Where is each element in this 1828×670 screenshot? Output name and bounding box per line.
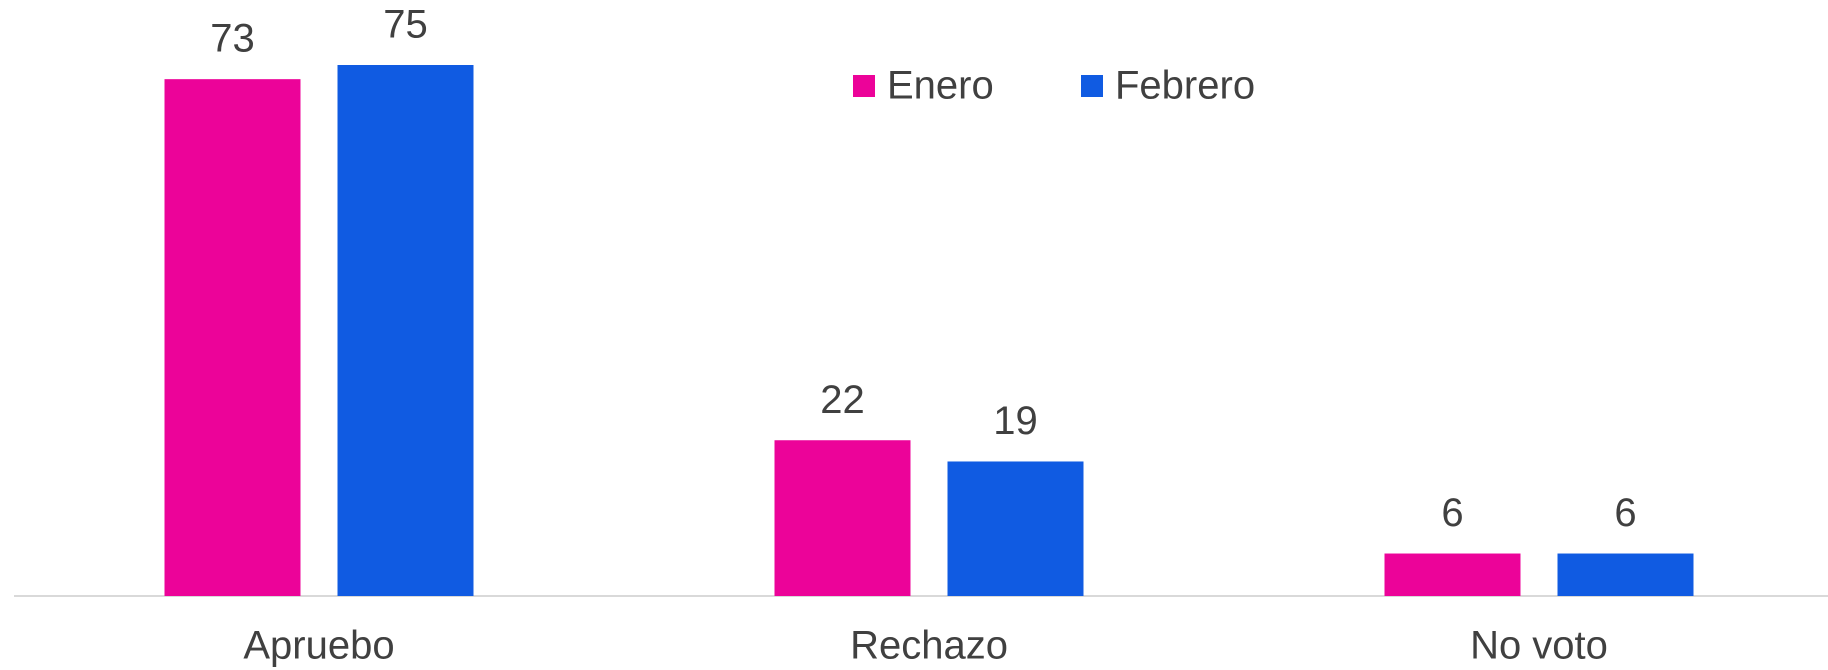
x-tick-label: Apruebo [243,624,394,668]
bar [1557,553,1694,596]
legend-swatch [1081,75,1103,97]
bar [164,79,301,596]
data-label: 22 [820,378,865,422]
data-label: 6 [1441,491,1463,535]
data-label: 73 [210,17,255,61]
x-tick-label: No voto [1470,624,1608,668]
data-label: 75 [383,3,428,47]
bar [774,440,911,596]
legend-label: Febrero [1115,64,1255,108]
bar [1384,553,1521,596]
legend-swatch [853,75,875,97]
bar [947,461,1084,596]
legend-label: Enero [887,64,994,108]
data-label: 6 [1614,491,1636,535]
data-label: 19 [993,399,1038,443]
x-tick-label: Rechazo [850,624,1008,668]
bar [337,65,474,596]
